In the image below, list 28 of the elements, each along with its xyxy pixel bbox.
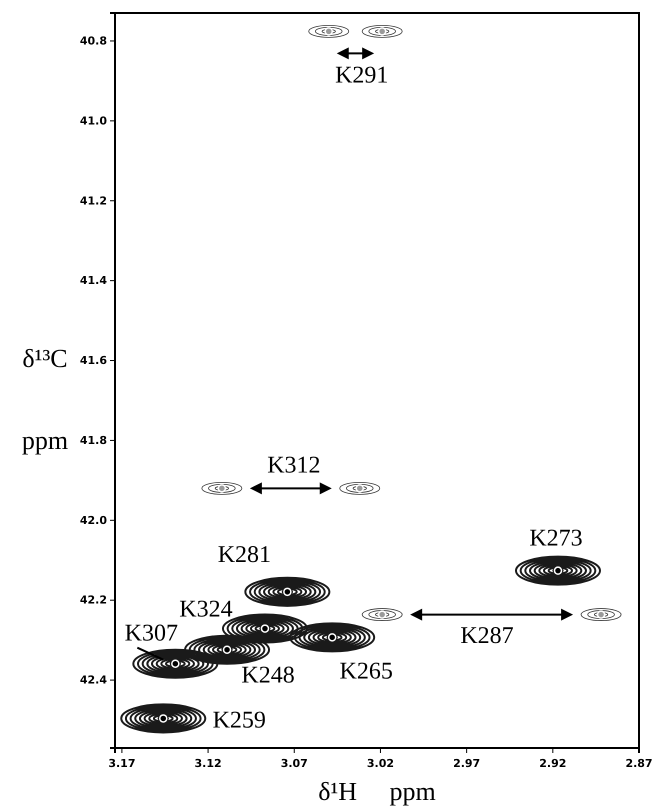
x-tick-label: 2.97: [453, 757, 480, 770]
x-tick-label: 3.12: [194, 757, 222, 770]
x-tick-label: 3.02: [366, 757, 394, 770]
annotation: K287: [460, 623, 514, 649]
annotation: K307: [124, 620, 178, 647]
annotation: K248: [241, 662, 295, 689]
y-tick-label: 41.6: [80, 354, 108, 368]
y-tick-label: 42.4: [80, 674, 108, 687]
x-tick-label: 2.92: [539, 757, 566, 770]
annotation: K291: [335, 62, 388, 88]
annotation: K273: [529, 526, 583, 552]
annotation: K265: [340, 658, 393, 684]
annotation: K312: [267, 452, 321, 478]
y-tick-label: 41.4: [80, 274, 108, 288]
annotation: K281: [218, 542, 272, 568]
x-tick-label: 3.17: [108, 757, 136, 770]
y-tick-label: 42.0: [80, 514, 108, 527]
y-tick-label: 41.2: [80, 194, 107, 208]
annotation: K259: [212, 707, 266, 734]
annotation: K324: [179, 596, 233, 623]
x-tick-label: 3.07: [280, 757, 308, 770]
y-tick-label: 41.0: [80, 114, 108, 128]
y-tick-label: 41.8: [80, 434, 107, 447]
x-tick-label: 2.87: [625, 757, 652, 770]
y-tick-label: 40.8: [80, 34, 107, 48]
x-axis-title: δ¹H ppm: [318, 777, 436, 806]
text: δ¹³C ppm: [22, 344, 68, 455]
y-tick-label: 42.2: [80, 594, 107, 607]
